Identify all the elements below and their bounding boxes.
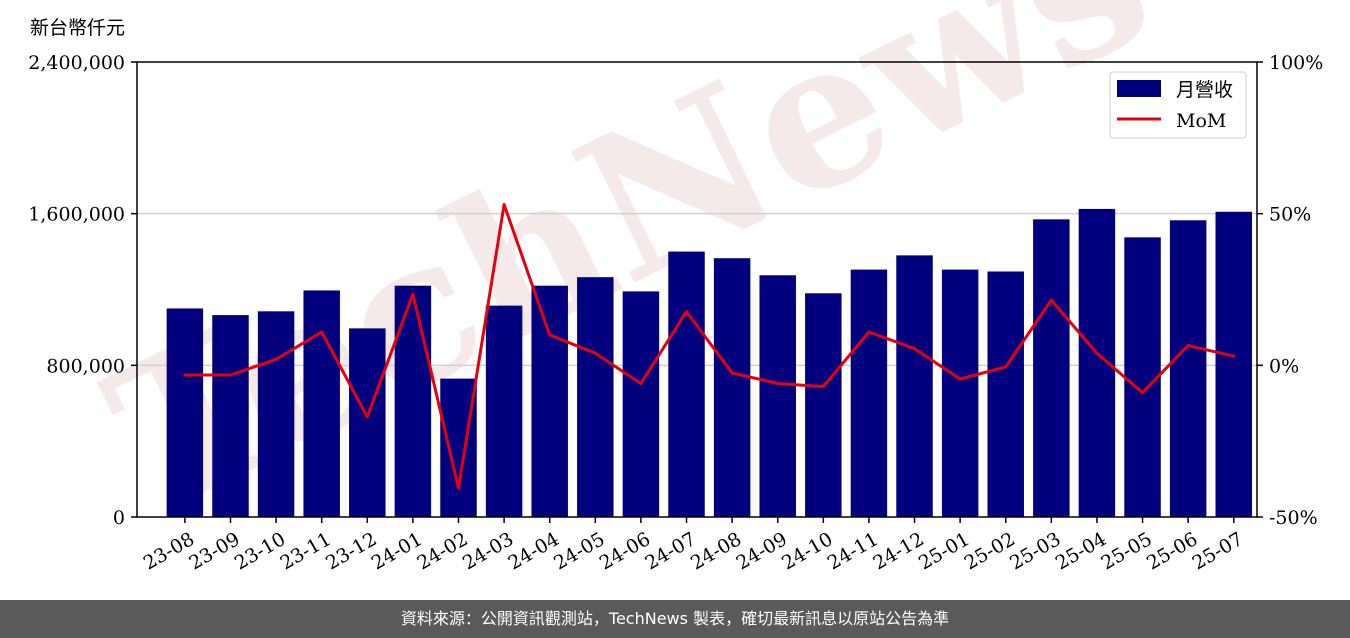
bar-25-06 bbox=[1169, 220, 1207, 518]
mom-point-24-01 bbox=[411, 292, 415, 296]
bar-25-05 bbox=[1124, 237, 1161, 518]
legend-label-bar: 月營收 bbox=[1176, 79, 1233, 101]
bar-25-02 bbox=[987, 271, 1024, 517]
bar-24-03 bbox=[485, 305, 523, 517]
x-tick-label: 25-04 bbox=[1052, 528, 1110, 574]
mom-point-23-12 bbox=[365, 415, 369, 419]
mom-point-24-09 bbox=[776, 382, 780, 386]
x-tick-label: 24-03 bbox=[459, 528, 517, 574]
left-axis: 0 800,000 1,600,000 2,400,000 bbox=[28, 52, 137, 529]
bar-23-12 bbox=[349, 328, 386, 517]
mom-point-24-02 bbox=[456, 486, 460, 490]
mom-point-23-10 bbox=[274, 357, 278, 361]
bar-25-03 bbox=[1033, 219, 1070, 517]
unit-label: 新台幣仟元 bbox=[30, 17, 125, 39]
mom-point-24-05 bbox=[593, 351, 597, 355]
bar-23-11 bbox=[303, 290, 340, 517]
x-tick-label: 25-03 bbox=[1006, 528, 1064, 574]
bar-24-08 bbox=[713, 258, 751, 517]
x-tick-label: 24-02 bbox=[413, 528, 471, 574]
bar-24-06 bbox=[622, 291, 660, 517]
mom-point-23-09 bbox=[228, 373, 232, 377]
left-tick-label: 2,400,000 bbox=[28, 52, 125, 74]
left-tick-label: 0 bbox=[113, 507, 125, 529]
x-tick-label: 25-05 bbox=[1097, 528, 1155, 574]
right-tick-label: 100% bbox=[1269, 52, 1323, 74]
legend-bar-swatch bbox=[1117, 80, 1161, 97]
plot-frame bbox=[136, 61, 1258, 518]
bar-24-07 bbox=[668, 251, 705, 518]
mom-point-25-01 bbox=[958, 377, 962, 381]
x-tick-label: 24-07 bbox=[641, 528, 699, 574]
bar-24-11 bbox=[850, 269, 888, 517]
x-tick-label: 24-11 bbox=[824, 528, 882, 574]
right-tick-label: -50% bbox=[1269, 507, 1318, 529]
mom-point-25-07 bbox=[1232, 354, 1236, 358]
bar-24-10 bbox=[805, 293, 842, 517]
right-tick-label: 0% bbox=[1269, 355, 1299, 377]
x-tick-label: 24-12 bbox=[869, 528, 927, 574]
bar-series bbox=[166, 208, 1252, 518]
mom-point-25-05 bbox=[1141, 391, 1145, 395]
x-tick-label: 24-08 bbox=[687, 528, 745, 574]
mom-line-series bbox=[183, 203, 1236, 490]
mom-point-24-11 bbox=[867, 330, 871, 334]
bar-23-10 bbox=[257, 311, 295, 517]
x-tick-label: 24-01 bbox=[368, 528, 426, 574]
mom-point-24-08 bbox=[730, 371, 734, 375]
mom-point-25-03 bbox=[1049, 298, 1053, 302]
left-tick-label: 800,000 bbox=[46, 355, 125, 377]
mom-point-25-02 bbox=[1004, 365, 1008, 369]
mom-point-24-07 bbox=[685, 310, 689, 314]
x-tick-label: 25-07 bbox=[1189, 528, 1247, 574]
mom-point-24-04 bbox=[548, 333, 552, 337]
bar-25-01 bbox=[941, 269, 979, 517]
left-tick-label: 1,600,000 bbox=[28, 204, 125, 226]
mom-point-23-11 bbox=[320, 330, 324, 334]
bar-25-07 bbox=[1215, 211, 1252, 518]
bar-23-09 bbox=[212, 315, 249, 517]
x-tick-label: 24-10 bbox=[778, 528, 836, 574]
legend: 月營收 MoM bbox=[1109, 71, 1247, 139]
mom-point-24-06 bbox=[639, 382, 643, 386]
x-tick-label: 23-10 bbox=[231, 528, 289, 574]
mom-point-24-03 bbox=[502, 203, 506, 207]
x-tick-label: 24-04 bbox=[505, 528, 563, 574]
bar-24-04 bbox=[531, 285, 568, 517]
x-axis: 23-0823-0923-1023-1123-1224-0124-0224-03… bbox=[140, 517, 1247, 574]
mom-point-24-12 bbox=[913, 347, 917, 351]
x-tick-label: 25-02 bbox=[961, 528, 1019, 574]
right-axis: -50% 0% 50% 100% bbox=[1257, 52, 1323, 529]
x-tick-label: 24-09 bbox=[733, 528, 791, 574]
bar-24-01 bbox=[394, 285, 432, 517]
bar-24-02 bbox=[440, 378, 477, 517]
source-footer: 資料來源：公開資訊觀測站，TechNews 製表，確切最新訊息以原站公告為準 bbox=[0, 600, 1350, 638]
bar-24-05 bbox=[577, 277, 614, 517]
x-tick-label: 23-12 bbox=[322, 528, 380, 574]
legend-label-line: MoM bbox=[1176, 110, 1226, 132]
mom-point-25-04 bbox=[1095, 351, 1099, 355]
x-tick-label: 24-06 bbox=[596, 528, 654, 574]
chart: TechNews 新台幣仟元 0800,0001,600,0002,400,00… bbox=[28, 0, 1323, 574]
right-tick-label: 50% bbox=[1269, 204, 1311, 226]
x-tick-label: 25-06 bbox=[1143, 528, 1201, 574]
x-tick-label: 23-11 bbox=[277, 528, 335, 574]
mom-point-25-06 bbox=[1186, 344, 1190, 348]
mom-line bbox=[184, 203, 1235, 490]
bar-23-08 bbox=[166, 308, 204, 517]
x-tick-label: 25-01 bbox=[915, 528, 973, 574]
x-tick-label: 24-05 bbox=[550, 528, 608, 574]
bar-24-09 bbox=[759, 275, 796, 517]
mom-point-23-08 bbox=[183, 373, 187, 377]
mom-point-24-10 bbox=[821, 385, 825, 389]
bar-24-12 bbox=[896, 255, 933, 517]
